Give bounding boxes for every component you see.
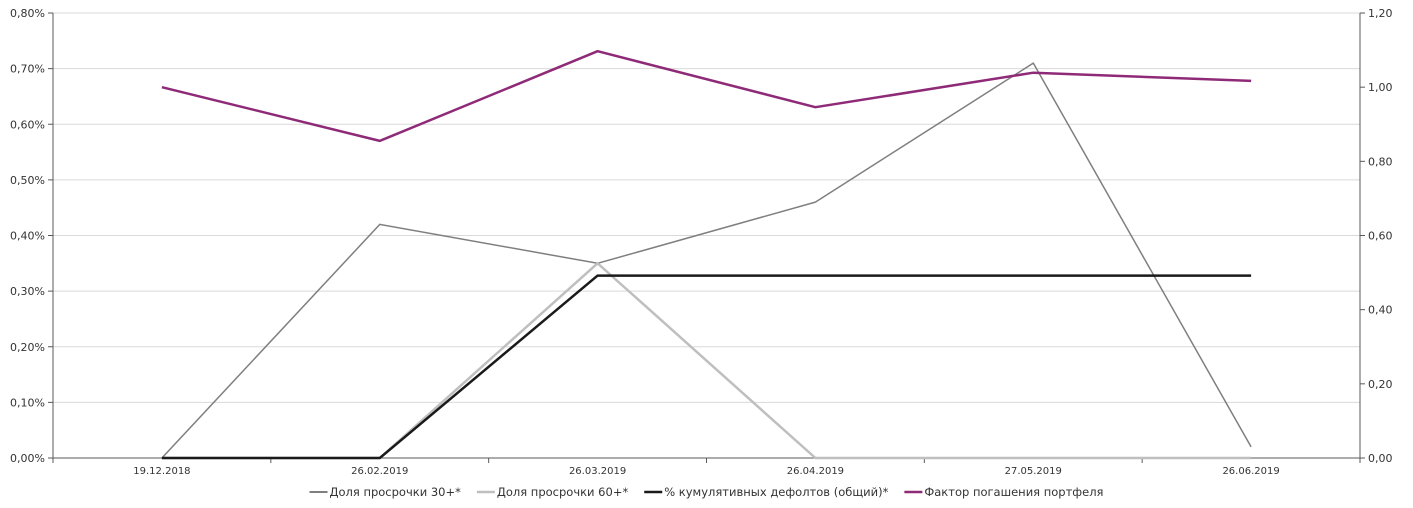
y-left-tick-label: 0,10% [10, 396, 45, 409]
y-right-tick-label: 1,00 [1368, 81, 1393, 94]
legend-item-2: Доля просрочки 60+* [476, 485, 629, 499]
x-tick-label: 26.06.2019 [1222, 466, 1279, 477]
y-right-tick-label: 0,80 [1368, 155, 1393, 168]
y-left-tick-label: 0,50% [10, 174, 45, 187]
y-right-tick-label: 0,00 [1368, 452, 1393, 465]
series-line-4 [161, 49, 1252, 143]
y-left-tick-label: 0,40% [10, 230, 45, 243]
series-line-2 [161, 262, 1252, 460]
legend-item-4: Фактор погашения портфеля [904, 485, 1103, 499]
x-tick-label: 26.04.2019 [787, 466, 844, 477]
legend-label: % кумулятивных дефолтов (общий)* [664, 485, 888, 499]
series-line-1 [161, 62, 1252, 459]
series-line-3 [161, 274, 1252, 460]
y-left-tick-label: 0,80% [10, 7, 45, 20]
legend-item-1: Доля просрочки 30+* [309, 485, 462, 499]
x-tick-label: 19.12.2018 [133, 466, 190, 477]
y-left-tick-label: 0,20% [10, 341, 45, 354]
x-tick-label: 26.02.2019 [351, 466, 408, 477]
legend-item-3: % кумулятивных дефолтов (общий)* [644, 485, 889, 499]
x-tick-label: 26.03.2019 [569, 466, 626, 477]
legend-label: Доля просрочки 30+* [330, 485, 462, 499]
x-tick-label: 27.05.2019 [1005, 466, 1062, 477]
legend: Доля просрочки 30+* Доля просрочки 60+* % … [309, 485, 1103, 499]
y-right-tick-label: 0,60 [1368, 230, 1393, 243]
y-right-tick-label: 1,20 [1368, 7, 1393, 20]
y-right-tick-label: 0,20 [1368, 378, 1393, 391]
y-left-tick-label: 0,30% [10, 285, 45, 298]
y-left-tick-label: 0,60% [10, 118, 45, 131]
legend-label: Фактор погашения портфеля [924, 485, 1103, 499]
y-right-tick-label: 0,40 [1368, 304, 1393, 317]
y-left-tick-label: 0,00% [10, 452, 45, 465]
y-left-tick-label: 0,70% [10, 63, 45, 76]
series-lines [161, 49, 1252, 460]
gridlines [53, 12, 1360, 403]
legend-label: Доля просрочки 60+* [497, 485, 629, 499]
